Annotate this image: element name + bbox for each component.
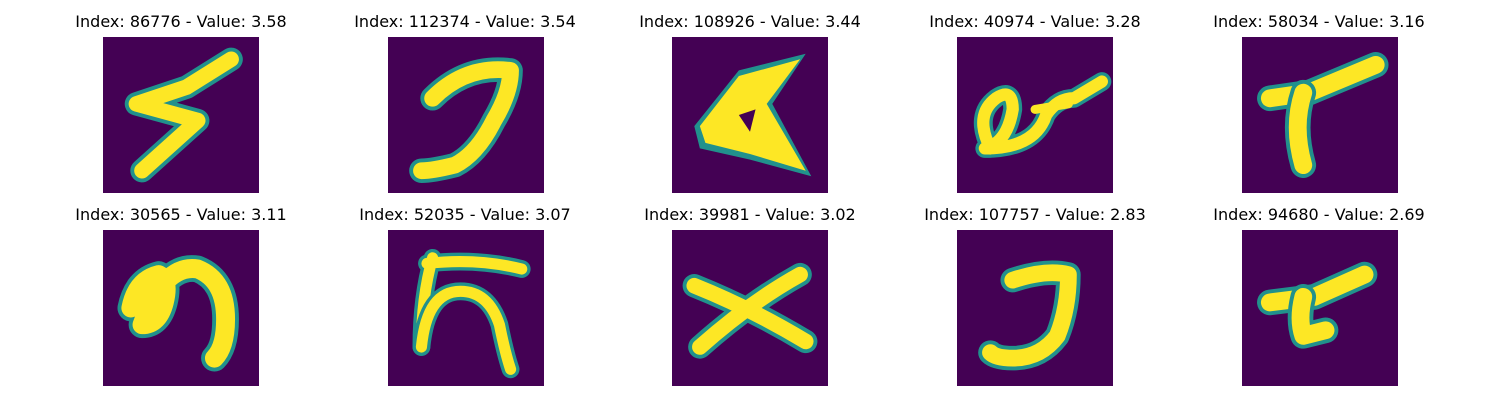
panel-title-6: Index: 30565 - Value: 3.11 xyxy=(75,205,287,224)
digit-image-3 xyxy=(672,37,828,193)
panel-title-3: Index: 108926 - Value: 3.44 xyxy=(639,12,861,31)
panel-title-1: Index: 86776 - Value: 3.58 xyxy=(75,12,287,31)
digit-image-10 xyxy=(1242,230,1398,386)
digit-image-7 xyxy=(388,230,544,386)
panel-title-8: Index: 39981 - Value: 3.02 xyxy=(644,205,856,224)
panel-title-9: Index: 107757 - Value: 2.83 xyxy=(924,205,1146,224)
panel-title-2: Index: 112374 - Value: 3.54 xyxy=(354,12,576,31)
digit-image-6 xyxy=(103,230,259,386)
digit-image-1 xyxy=(103,37,259,193)
digit-image-4 xyxy=(957,37,1113,193)
panel-title-10: Index: 94680 - Value: 2.69 xyxy=(1213,205,1425,224)
digit-image-2 xyxy=(388,37,544,193)
panel-title-4: Index: 40974 - Value: 3.28 xyxy=(929,12,1141,31)
digit-image-8 xyxy=(672,230,828,386)
panel-title-5: Index: 58034 - Value: 3.16 xyxy=(1213,12,1425,31)
panel-title-7: Index: 52035 - Value: 3.07 xyxy=(359,205,571,224)
digit-image-9 xyxy=(957,230,1113,386)
digit-image-5 xyxy=(1242,37,1398,193)
